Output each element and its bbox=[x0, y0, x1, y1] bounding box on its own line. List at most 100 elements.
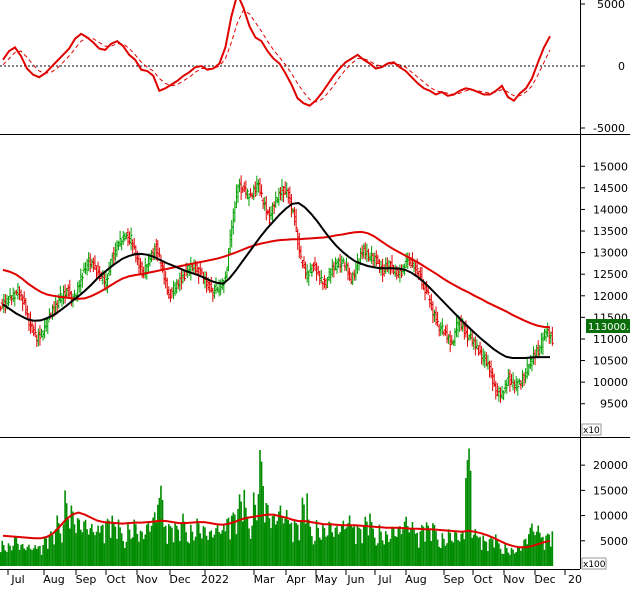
ohlc-bar bbox=[267, 206, 271, 227]
volume-bar bbox=[18, 549, 21, 566]
x-axis-tick-label: May bbox=[315, 573, 338, 586]
volume-bar bbox=[441, 533, 444, 566]
volume-bar bbox=[235, 534, 238, 566]
volume-bar bbox=[317, 527, 319, 566]
volume-bar bbox=[524, 538, 527, 566]
volume-bar bbox=[472, 534, 475, 566]
ohlc-bar bbox=[93, 255, 97, 270]
volume-bar bbox=[157, 504, 159, 566]
volume-bar bbox=[328, 521, 330, 566]
volume-bar bbox=[172, 542, 175, 566]
volume-bar bbox=[34, 545, 37, 566]
volume-bar bbox=[372, 528, 374, 566]
volume-bar bbox=[150, 525, 153, 566]
volume-bar bbox=[463, 539, 466, 566]
volume-bar bbox=[545, 535, 547, 566]
volume-bar bbox=[273, 514, 275, 566]
volume-bar bbox=[364, 516, 367, 566]
volume-bar bbox=[149, 531, 151, 566]
price-y-tick-label: 13000 bbox=[593, 247, 628, 260]
price-moving-average-1 bbox=[2, 230, 551, 329]
volume-bar bbox=[289, 523, 291, 566]
volume-bar bbox=[183, 521, 186, 566]
ohlc-bar bbox=[7, 296, 11, 307]
volume-bar bbox=[436, 539, 439, 566]
volume-bar bbox=[197, 523, 200, 566]
volume-bar bbox=[521, 546, 524, 566]
volume-bar bbox=[133, 519, 136, 566]
volume-bar bbox=[414, 533, 417, 566]
x-axis-tick-label: Nov bbox=[503, 573, 525, 586]
volume-bar bbox=[45, 538, 48, 566]
price-scale-note: x10 bbox=[583, 426, 600, 436]
volume-bar bbox=[421, 525, 423, 566]
x-axis-tick-label: 2022 bbox=[201, 573, 229, 586]
volume-bar bbox=[105, 523, 107, 566]
volume-bar bbox=[238, 494, 241, 566]
volume-bar bbox=[526, 544, 529, 566]
volume-scale-note: x100 bbox=[583, 560, 606, 570]
x-axis-tick-label: Sep bbox=[444, 573, 465, 586]
volume-bar bbox=[410, 528, 412, 566]
volume-bar bbox=[271, 516, 274, 566]
volume-bar bbox=[130, 538, 132, 566]
volume-bar bbox=[287, 520, 290, 566]
volume-bar bbox=[362, 525, 365, 566]
volume-bar bbox=[7, 543, 10, 566]
volume-bar bbox=[551, 531, 554, 566]
volume-bar bbox=[193, 540, 195, 566]
osc-oscillator-line bbox=[2, 0, 551, 107]
ohlc-bar bbox=[516, 378, 520, 396]
volume-bar bbox=[39, 545, 41, 566]
volume-bar bbox=[259, 450, 261, 566]
volume-bar bbox=[224, 531, 227, 566]
ohlc-bar bbox=[168, 289, 172, 303]
volume-bar bbox=[31, 550, 33, 566]
volume-bar bbox=[422, 526, 425, 566]
ohlc-bar bbox=[19, 289, 23, 301]
volume-bar bbox=[485, 541, 488, 566]
volume-bar bbox=[534, 535, 536, 566]
volume-bar bbox=[433, 524, 436, 566]
volume-bar bbox=[471, 537, 473, 566]
volume-bar bbox=[383, 544, 385, 566]
volume-bar bbox=[0, 552, 2, 566]
osc-y-tick-label: -5000 bbox=[593, 122, 625, 135]
volume-bar bbox=[403, 521, 406, 566]
volume-bar bbox=[246, 516, 249, 566]
volume-bar bbox=[226, 519, 228, 566]
volume-bar bbox=[56, 515, 59, 566]
volume-bar bbox=[196, 518, 198, 566]
volume-bar bbox=[296, 524, 299, 566]
volume-bar bbox=[180, 523, 183, 566]
volume-y-tick-label: 10000 bbox=[593, 510, 628, 523]
volume-bar bbox=[182, 513, 184, 566]
volume-bar bbox=[127, 522, 129, 566]
volume-bar bbox=[446, 543, 448, 566]
volume-bar bbox=[438, 546, 440, 566]
volume-bar bbox=[515, 552, 518, 566]
ohlc-bar bbox=[38, 325, 42, 346]
volume-bar bbox=[520, 550, 522, 566]
volume-bar bbox=[163, 526, 165, 566]
volume-bar bbox=[125, 541, 128, 566]
volume-bar bbox=[169, 526, 172, 566]
volume-bar bbox=[513, 553, 516, 566]
volume-bar bbox=[400, 534, 403, 566]
volume-bar bbox=[37, 546, 40, 566]
x-axis-tick-label: Aug bbox=[43, 573, 64, 586]
volume-bar bbox=[28, 544, 30, 566]
osc-y-tick-label: 5000 bbox=[597, 0, 625, 11]
volume-bar bbox=[452, 542, 455, 566]
volume-bar bbox=[168, 524, 170, 566]
volume-bar bbox=[58, 523, 60, 566]
volume-bars bbox=[0, 448, 554, 566]
volume-bar bbox=[221, 530, 224, 566]
volume-bar bbox=[512, 549, 514, 566]
volume-bar bbox=[108, 520, 110, 566]
volume-bar bbox=[487, 550, 489, 566]
volume-bar bbox=[350, 524, 352, 566]
volume-bar bbox=[230, 515, 233, 566]
volume-bar bbox=[358, 527, 360, 566]
